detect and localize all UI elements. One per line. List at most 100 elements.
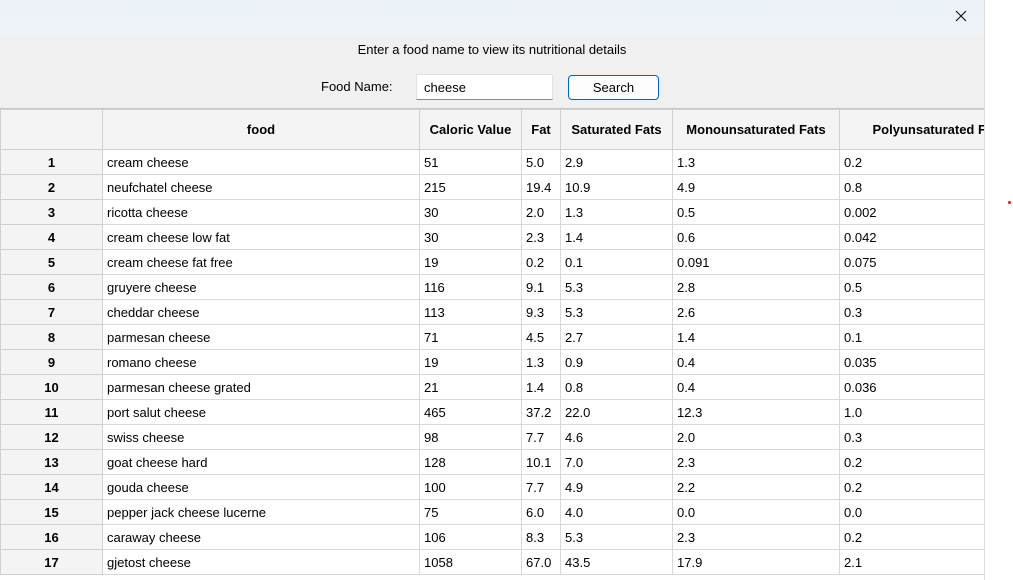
table-cell[interactable]: 0.002: [839, 199, 984, 225]
table-cell[interactable]: 0.0: [672, 499, 840, 525]
table-cell[interactable]: 0.1: [560, 249, 673, 275]
table-cell[interactable]: 116: [419, 274, 522, 300]
table-cell[interactable]: 19.4: [521, 174, 561, 200]
table-cell[interactable]: 0.035: [839, 349, 984, 375]
table-cell[interactable]: 75: [419, 499, 522, 525]
table-row[interactable]: 8 parmesan cheese 71 4.5 2.7 1.4 0.1: [0, 324, 984, 350]
row-number[interactable]: 8: [0, 324, 103, 350]
table-cell[interactable]: 4.9: [672, 174, 840, 200]
table-cell[interactable]: 22.0: [560, 399, 673, 425]
table-row[interactable]: 2 neufchatel cheese 215 19.4 10.9 4.9 0.8: [0, 174, 984, 200]
table-cell[interactable]: 113: [419, 299, 522, 325]
row-number[interactable]: 7: [0, 299, 103, 325]
table-cell[interactable]: 21: [419, 374, 522, 400]
table-cell[interactable]: 2.1: [839, 549, 984, 575]
table-cell[interactable]: cream cheese fat free: [102, 249, 420, 275]
close-button[interactable]: [944, 0, 978, 32]
row-number[interactable]: 14: [0, 474, 103, 500]
table-cell[interactable]: 10.9: [560, 174, 673, 200]
table-cell[interactable]: 100: [419, 474, 522, 500]
row-number[interactable]: 13: [0, 449, 103, 475]
caloric-value-column-header[interactable]: Caloric Value: [419, 109, 522, 150]
table-cell[interactable]: 0.091: [672, 249, 840, 275]
table-row[interactable]: 17 gjetost cheese 1058 67.0 43.5 17.9 2.1: [0, 549, 984, 575]
table-row[interactable]: 7 cheddar cheese 113 9.3 5.3 2.6 0.3: [0, 299, 984, 325]
table-cell[interactable]: 6.0: [521, 499, 561, 525]
table-cell[interactable]: 128: [419, 449, 522, 475]
table-cell[interactable]: 2.0: [521, 199, 561, 225]
table-cell[interactable]: 1.3: [672, 149, 840, 175]
table-cell[interactable]: 2.9: [560, 149, 673, 175]
table-cell[interactable]: 67.0: [521, 549, 561, 575]
table-cell[interactable]: 17.9: [672, 549, 840, 575]
table-cell[interactable]: 0.1: [839, 324, 984, 350]
table-cell[interactable]: 2.6: [672, 299, 840, 325]
table-row[interactable]: 3 ricotta cheese 30 2.0 1.3 0.5 0.002: [0, 199, 984, 225]
table-cell[interactable]: parmesan cheese grated: [102, 374, 420, 400]
row-number[interactable]: 1: [0, 149, 103, 175]
row-number[interactable]: 6: [0, 274, 103, 300]
table-cell[interactable]: 0.036: [839, 374, 984, 400]
table-cell[interactable]: 5.3: [560, 299, 673, 325]
table-cell[interactable]: 2.8: [672, 274, 840, 300]
table-cell[interactable]: cream cheese: [102, 149, 420, 175]
table-cell[interactable]: 1.4: [672, 324, 840, 350]
table-cell[interactable]: 7.7: [521, 474, 561, 500]
row-number-header[interactable]: [0, 109, 103, 150]
table-cell[interactable]: 37.2: [521, 399, 561, 425]
table-cell[interactable]: gruyere cheese: [102, 274, 420, 300]
table-cell[interactable]: 0.8: [560, 374, 673, 400]
table-cell[interactable]: 0.2: [521, 249, 561, 275]
table-cell[interactable]: 0.2: [839, 149, 984, 175]
table-cell[interactable]: 2.7: [560, 324, 673, 350]
table-cell[interactable]: 0.3: [839, 424, 984, 450]
table-row[interactable]: 5 cream cheese fat free 19 0.2 0.1 0.091 0.075: [0, 249, 984, 275]
table-row[interactable]: 12 swiss cheese 98 7.7 4.6 2.0 0.3: [0, 424, 984, 450]
table-cell[interactable]: port salut cheese: [102, 399, 420, 425]
table-row[interactable]: 6 gruyere cheese 116 9.1 5.3 2.8 0.5: [0, 274, 984, 300]
row-number[interactable]: 10: [0, 374, 103, 400]
table-cell[interactable]: 7.0: [560, 449, 673, 475]
table-cell[interactable]: 0.5: [839, 274, 984, 300]
table-cell[interactable]: parmesan cheese: [102, 324, 420, 350]
table-cell[interactable]: pepper jack cheese lucerne: [102, 499, 420, 525]
table-cell[interactable]: 0.5: [672, 199, 840, 225]
saturated-fats-column-header[interactable]: Saturated Fats: [560, 109, 673, 150]
row-number[interactable]: 3: [0, 199, 103, 225]
row-number[interactable]: 9: [0, 349, 103, 375]
table-row[interactable]: 11 port salut cheese 465 37.2 22.0 12.3 1.0: [0, 399, 984, 425]
table-cell[interactable]: 19: [419, 249, 522, 275]
table-row[interactable]: 9 romano cheese 19 1.3 0.9 0.4 0.035: [0, 349, 984, 375]
table-cell[interactable]: 215: [419, 174, 522, 200]
row-number[interactable]: 16: [0, 524, 103, 550]
table-cell[interactable]: 0.9: [560, 349, 673, 375]
table-cell[interactable]: cream cheese low fat: [102, 224, 420, 250]
table-cell[interactable]: 465: [419, 399, 522, 425]
table-cell[interactable]: 5.0: [521, 149, 561, 175]
table-cell[interactable]: caraway cheese: [102, 524, 420, 550]
row-number[interactable]: 2: [0, 174, 103, 200]
table-cell[interactable]: 4.0: [560, 499, 673, 525]
table-cell[interactable]: romano cheese: [102, 349, 420, 375]
fat-column-header[interactable]: Fat: [521, 109, 561, 150]
table-cell[interactable]: 7.7: [521, 424, 561, 450]
table-cell[interactable]: gjetost cheese: [102, 549, 420, 575]
table-cell[interactable]: 2.0: [672, 424, 840, 450]
table-cell[interactable]: 4.9: [560, 474, 673, 500]
table-row[interactable]: 15 pepper jack cheese lucerne 75 6.0 4.0 0.0 0…: [0, 499, 984, 525]
table-cell[interactable]: 0.075: [839, 249, 984, 275]
table-row[interactable]: 1 cream cheese 51 5.0 2.9 1.3 0.2: [0, 149, 984, 175]
table-row[interactable]: 13 goat cheese hard 128 10.1 7.0 2.3 0.2: [0, 449, 984, 475]
table-cell[interactable]: 0.4: [672, 374, 840, 400]
table-cell[interactable]: 0.4: [672, 349, 840, 375]
table-cell[interactable]: 106: [419, 524, 522, 550]
results-table-container[interactable]: food Caloric Value Fat Saturated Fats Monoun…: [0, 108, 984, 580]
row-number[interactable]: 4: [0, 224, 103, 250]
table-cell[interactable]: 10.1: [521, 449, 561, 475]
table-cell[interactable]: 0.8: [839, 174, 984, 200]
table-cell[interactable]: 1.4: [521, 374, 561, 400]
table-cell[interactable]: neufchatel cheese: [102, 174, 420, 200]
row-number[interactable]: 15: [0, 499, 103, 525]
table-cell[interactable]: 0.6: [672, 224, 840, 250]
row-number[interactable]: 17: [0, 549, 103, 575]
